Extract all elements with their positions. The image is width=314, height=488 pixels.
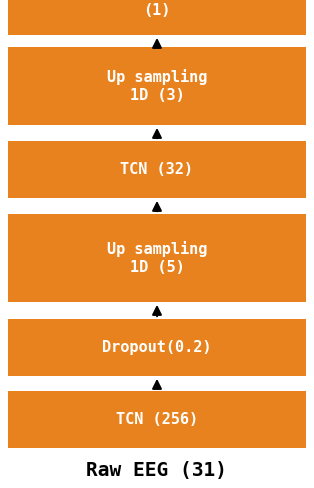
Text: Raw EEG (31): Raw EEG (31) [86,461,228,480]
Text: TCN (256): TCN (256) [116,412,198,427]
FancyBboxPatch shape [8,319,306,376]
Text: Up sampling
1D (3): Up sampling 1D (3) [107,69,207,103]
FancyBboxPatch shape [8,141,306,198]
Text: TCN (32): TCN (32) [121,162,193,177]
Text: Dropout(0.2): Dropout(0.2) [102,340,212,355]
FancyBboxPatch shape [8,0,306,35]
FancyBboxPatch shape [8,391,306,448]
FancyBboxPatch shape [8,47,306,125]
Text: Time Distributed
Dense
(1): Time Distributed Dense (1) [84,0,230,18]
FancyBboxPatch shape [8,214,306,302]
Text: Up sampling
1D (5): Up sampling 1D (5) [107,241,207,275]
